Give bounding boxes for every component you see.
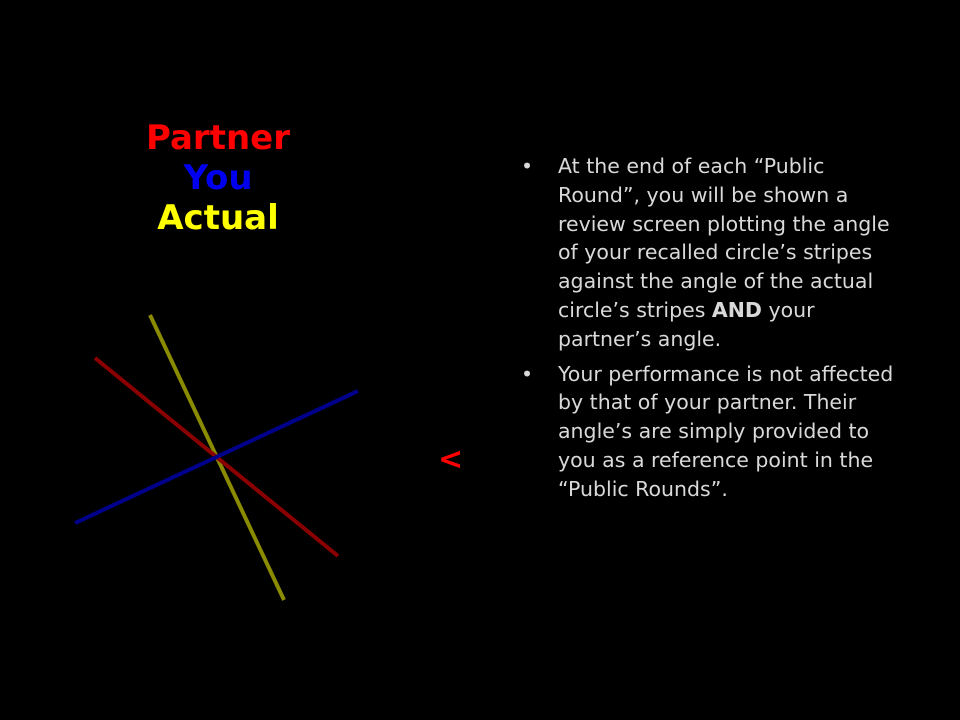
legend-actual: Actual: [157, 198, 279, 238]
bullet-item-performance: • Your performance is not affected by th…: [518, 360, 898, 504]
legend-you: You: [183, 158, 253, 198]
bullet-text: Your performance is not affected by that…: [558, 361, 894, 501]
partner-arrow-indicator: <: [438, 442, 464, 477]
bullet-dot: •: [521, 361, 534, 386]
instruction-bullets: • At the end of each “Public Round”, you…: [518, 152, 898, 510]
bullet-dot: •: [521, 154, 534, 178]
legend-partner: Partner: [145, 118, 290, 158]
legend: Partner You Actual: [120, 118, 316, 238]
you-angle-line: [74, 389, 359, 525]
bullet-item-review-screen: • At the end of each “Public Round”, you…: [518, 152, 898, 354]
bullet-text: At the end of each “Public Round”, you w…: [558, 154, 890, 322]
bullet-bold-text: AND: [711, 297, 762, 322]
bullet-tail-text: your partner’s angle.: [558, 297, 815, 351]
